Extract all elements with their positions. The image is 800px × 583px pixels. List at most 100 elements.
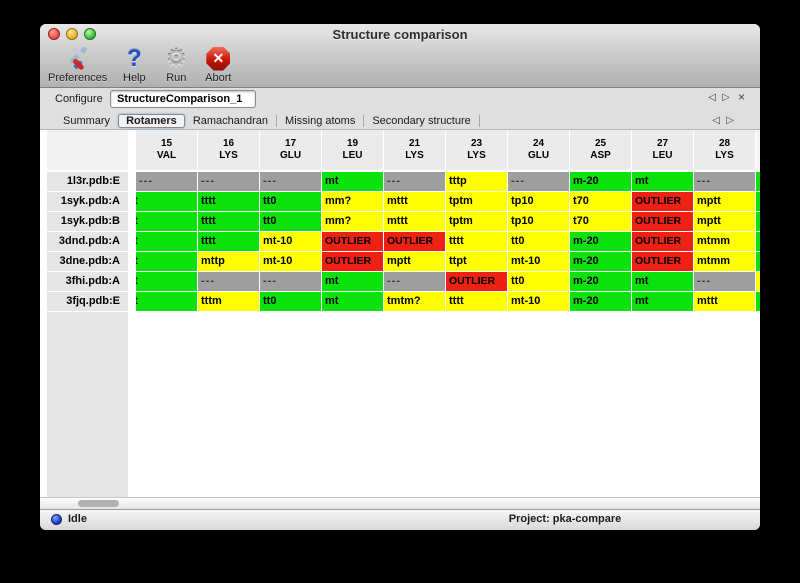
rotamer-cell[interactable]: tttm (198, 292, 259, 311)
rotamer-cell[interactable]: tttt (446, 292, 507, 311)
rotamer-cell[interactable]: mm? (322, 192, 383, 211)
configure-close-icon[interactable]: × (737, 90, 745, 104)
rotamer-cell[interactable]: tttt (198, 212, 259, 231)
rotamer-cell[interactable]: tt0 (508, 272, 569, 291)
column-header[interactable]: 17 GLU (260, 130, 321, 170)
rotamer-cell[interactable]: --- (260, 272, 321, 291)
row-label[interactable]: 3fjq.pdb:E (47, 292, 128, 311)
rotamer-cell[interactable]: mm? (322, 212, 383, 231)
rotamer-cell[interactable]: OUTLIER (322, 232, 383, 251)
rotamer-cell[interactable]: mtmm (694, 232, 755, 251)
rotamer-cell[interactable]: m-20 (570, 252, 631, 271)
rotamer-cell[interactable]: OUTLIER (632, 212, 693, 231)
rotamer-cell-partial[interactable] (756, 272, 760, 291)
minimize-window-button[interactable] (66, 28, 78, 40)
rotamer-cell[interactable]: ttpt (446, 252, 507, 271)
rotamer-cell[interactable]: tt0 (508, 232, 569, 251)
rotamer-cell[interactable]: mt-10 (260, 252, 321, 271)
rotamer-cell[interactable]: t (136, 192, 197, 211)
rotamer-cell[interactable]: m-20 (570, 172, 631, 191)
rotamer-cell[interactable]: mt (322, 172, 383, 191)
rotamer-cell[interactable]: mtmm (694, 252, 755, 271)
abort-button[interactable]: ✕ Abort (197, 44, 239, 84)
row-label[interactable]: 1syk.pdb:B (47, 212, 128, 231)
rotamer-cell[interactable]: tttt (446, 232, 507, 251)
rotamer-cell[interactable]: tt0 (260, 192, 321, 211)
rotamer-cell[interactable]: tp10 (508, 212, 569, 231)
column-header[interactable]: 23 LYS (446, 130, 507, 170)
zoom-window-button[interactable] (84, 28, 96, 40)
rotamer-cell[interactable]: OUTLIER (446, 272, 507, 291)
rotamer-cell[interactable]: t70 (570, 212, 631, 231)
rotamer-cell-partial[interactable] (756, 232, 760, 251)
rotamer-cell[interactable]: t70 (570, 192, 631, 211)
row-label[interactable]: 1syk.pdb:A (47, 192, 128, 211)
rotamer-cell[interactable]: mt-10 (508, 292, 569, 311)
rotamer-cell[interactable]: --- (694, 272, 755, 291)
rotamer-cell[interactable]: m-20 (570, 272, 631, 291)
rotamer-cell[interactable]: t (136, 252, 197, 271)
rotamer-cell[interactable]: m-20 (570, 232, 631, 251)
row-label[interactable]: 3dne.pdb:A (47, 252, 128, 271)
rotamer-cell[interactable]: mttp (198, 252, 259, 271)
rotamer-cell[interactable]: tmtm? (384, 292, 445, 311)
rotamer-cell[interactable]: mt-10 (508, 252, 569, 271)
rotamer-cell[interactable]: OUTLIER (632, 232, 693, 251)
rotamer-cell[interactable]: mt-10 (260, 232, 321, 251)
rotamer-cell[interactable]: t (136, 272, 197, 291)
column-header[interactable]: 19 LEU (322, 130, 383, 170)
column-header[interactable]: 27 LEU (632, 130, 693, 170)
rotamer-cell[interactable]: mttt (694, 292, 755, 311)
scrollbar-thumb[interactable] (78, 500, 119, 507)
column-header[interactable]: 28 LYS (694, 130, 755, 170)
rotamer-cell[interactable]: tttt (198, 232, 259, 251)
rotamer-cell[interactable]: OUTLIER (632, 252, 693, 271)
rotamer-cell[interactable]: --- (198, 272, 259, 291)
run-button[interactable]: ⚙ Run (155, 44, 197, 84)
rotamer-cell[interactable]: --- (384, 172, 445, 191)
rotamer-cell[interactable]: mt (632, 172, 693, 191)
tab-missing-atoms[interactable]: Missing atoms (285, 115, 356, 127)
rotamer-cell-partial[interactable] (756, 172, 760, 191)
horizontal-scrollbar[interactable] (40, 497, 760, 509)
rotamer-cell[interactable]: t (136, 212, 197, 231)
column-header[interactable]: 25 ASP (570, 130, 631, 170)
rotamer-cell-partial[interactable] (756, 212, 760, 231)
help-button[interactable]: ? Help (113, 44, 155, 85)
rotamer-cell[interactable]: tttt (198, 192, 259, 211)
tab-secondary-structure[interactable]: Secondary structure (372, 115, 471, 127)
rotamer-cell[interactable]: mttt (384, 192, 445, 211)
rotamer-cell[interactable]: mptt (384, 252, 445, 271)
rotamer-cell[interactable]: mptt (694, 212, 755, 231)
rotamer-cell-partial[interactable] (756, 252, 760, 271)
tab-rotamers[interactable]: Rotamers (118, 114, 185, 128)
rotamer-cell[interactable]: OUTLIER (322, 252, 383, 271)
rotamer-cell-partial[interactable] (756, 192, 760, 211)
configure-next-icon[interactable]: ▷ (722, 92, 730, 103)
rotamer-cell[interactable]: --- (260, 172, 321, 191)
rotamer-cell[interactable]: OUTLIER (384, 232, 445, 251)
row-label[interactable]: 3fhi.pdb:A (47, 272, 128, 291)
close-window-button[interactable] (48, 28, 60, 40)
column-header[interactable]: 21 LYS (384, 130, 445, 170)
rotamer-cell[interactable]: --- (136, 172, 197, 191)
rotamer-cell[interactable]: m-20 (570, 292, 631, 311)
rotamer-cell-partial[interactable] (756, 292, 760, 311)
rotamer-cell[interactable]: tt0 (260, 292, 321, 311)
tabs-next-icon[interactable]: ▷ (726, 115, 734, 126)
rotamer-cell[interactable]: t (136, 292, 197, 311)
rotamer-cell[interactable]: tptm (446, 192, 507, 211)
rotamer-cell[interactable]: --- (694, 172, 755, 191)
rotamer-cell[interactable]: mptt (694, 192, 755, 211)
rotamer-cell[interactable]: --- (384, 272, 445, 291)
rotamer-cell[interactable]: mttt (384, 212, 445, 231)
rotamer-cell[interactable]: tttp (446, 172, 507, 191)
tabs-prev-icon[interactable]: ◁ (712, 115, 720, 126)
row-label[interactable]: 3dnd.pdb:A (47, 232, 128, 251)
rotamer-cell[interactable]: mt (632, 272, 693, 291)
rotamer-cell[interactable]: mt (322, 272, 383, 291)
column-header[interactable]: 15 VAL (136, 130, 197, 170)
row-label[interactable]: 1l3r.pdb:E (47, 172, 128, 191)
rotamer-cell[interactable]: --- (198, 172, 259, 191)
rotamer-cell[interactable]: mt (632, 292, 693, 311)
